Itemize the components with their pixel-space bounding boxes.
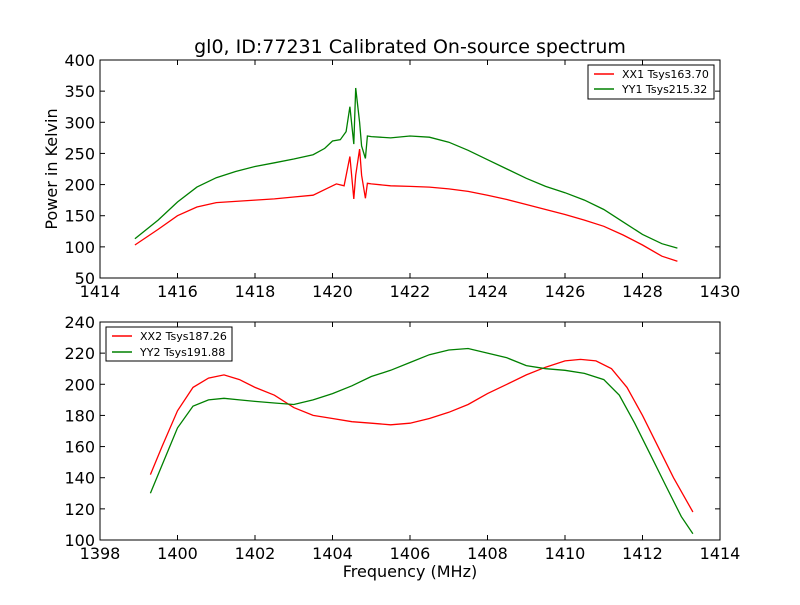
series-line-bottom-1 [149,358,694,513]
legend-label-xx1: XX1 Tsys163.70 [622,68,709,81]
y-tick-label: 140 [64,469,95,488]
y-tick-label: 150 [64,207,95,226]
legend-frame-top [587,64,715,100]
y-axis-label-top: Power in Kelvin [42,108,61,229]
y-tick-label: 350 [64,82,95,101]
x-tick-label: 1406 [390,544,431,563]
legend-label-yy1: YY1 Tsys215.32 [621,83,707,96]
chart-panel-bottom: 1398 1400 1402 1404 1406 1408 1410 1412 1414 100 1… [64,313,740,581]
axis-ticks-top: 1414 1416 1418 1420 1422 1424 1426 1428 1430 50 10… [64,51,740,301]
chart-title: gl0, ID:77231 Calibrated On-source spect… [194,36,626,58]
x-tick-label: 1420 [312,282,353,301]
series-line-top-1 [134,149,678,262]
x-tick-label: 1410 [545,544,586,563]
x-tick-label: 1402 [235,544,276,563]
x-tick-label: 1414 [80,282,121,301]
legend-label-yy2: YY2 Tsys191.88 [139,346,225,359]
x-tick-label: 1408 [467,544,508,563]
y-tick-label: 220 [64,344,95,363]
series-line-bottom-2 [149,347,694,535]
x-tick-label: 1428 [622,282,663,301]
x-tick-label: 1400 [157,544,198,563]
y-tick-label: 250 [64,144,95,163]
x-tick-label: 1414 [700,544,741,563]
y-tick-label: 200 [64,176,95,195]
x-tick-label: 1426 [545,282,586,301]
x-tick-label: 1424 [467,282,508,301]
x-tick-label: 1430 [700,282,741,301]
x-tick-label: 1398 [80,544,121,563]
x-tick-label: 1404 [312,544,353,563]
y-tick-label: 180 [64,406,95,425]
y-tick-label: 240 [64,313,95,332]
x-tick-label: 1422 [390,282,431,301]
legend-label-xx2: XX2 Tsys187.26 [140,330,227,343]
x-tick-label: 1416 [157,282,198,301]
y-tick-label: 400 [64,51,95,70]
y-tick-label: 200 [64,375,95,394]
series-line-top-2 [134,87,678,249]
x-tick-label: 1412 [622,544,663,563]
legend-frame-bottom [105,326,233,362]
y-tick-label: 300 [64,113,95,132]
plot-lines-top [134,87,678,262]
y-tick-label: 120 [64,500,95,519]
legend-top: XX1 Tsys163.70 YY1 Tsys215.32 [587,64,715,100]
plot-lines-bottom [149,347,694,535]
y-tick-label: 160 [64,438,95,457]
axis-ticks-bottom: 1398 1400 1402 1404 1406 1408 1410 1412 1414 100 1… [64,313,740,563]
x-tick-label: 1418 [235,282,276,301]
legend-bottom: XX2 Tsys187.26 YY2 Tsys191.88 [105,326,233,362]
y-tick-label: 50 [75,269,95,288]
chart-panel-top: gl0, ID:77231 Calibrated On-source spect… [42,36,740,301]
y-tick-label: 100 [64,238,95,257]
x-axis-label: Frequency (MHz) [343,562,477,581]
y-tick-label: 100 [64,531,95,550]
